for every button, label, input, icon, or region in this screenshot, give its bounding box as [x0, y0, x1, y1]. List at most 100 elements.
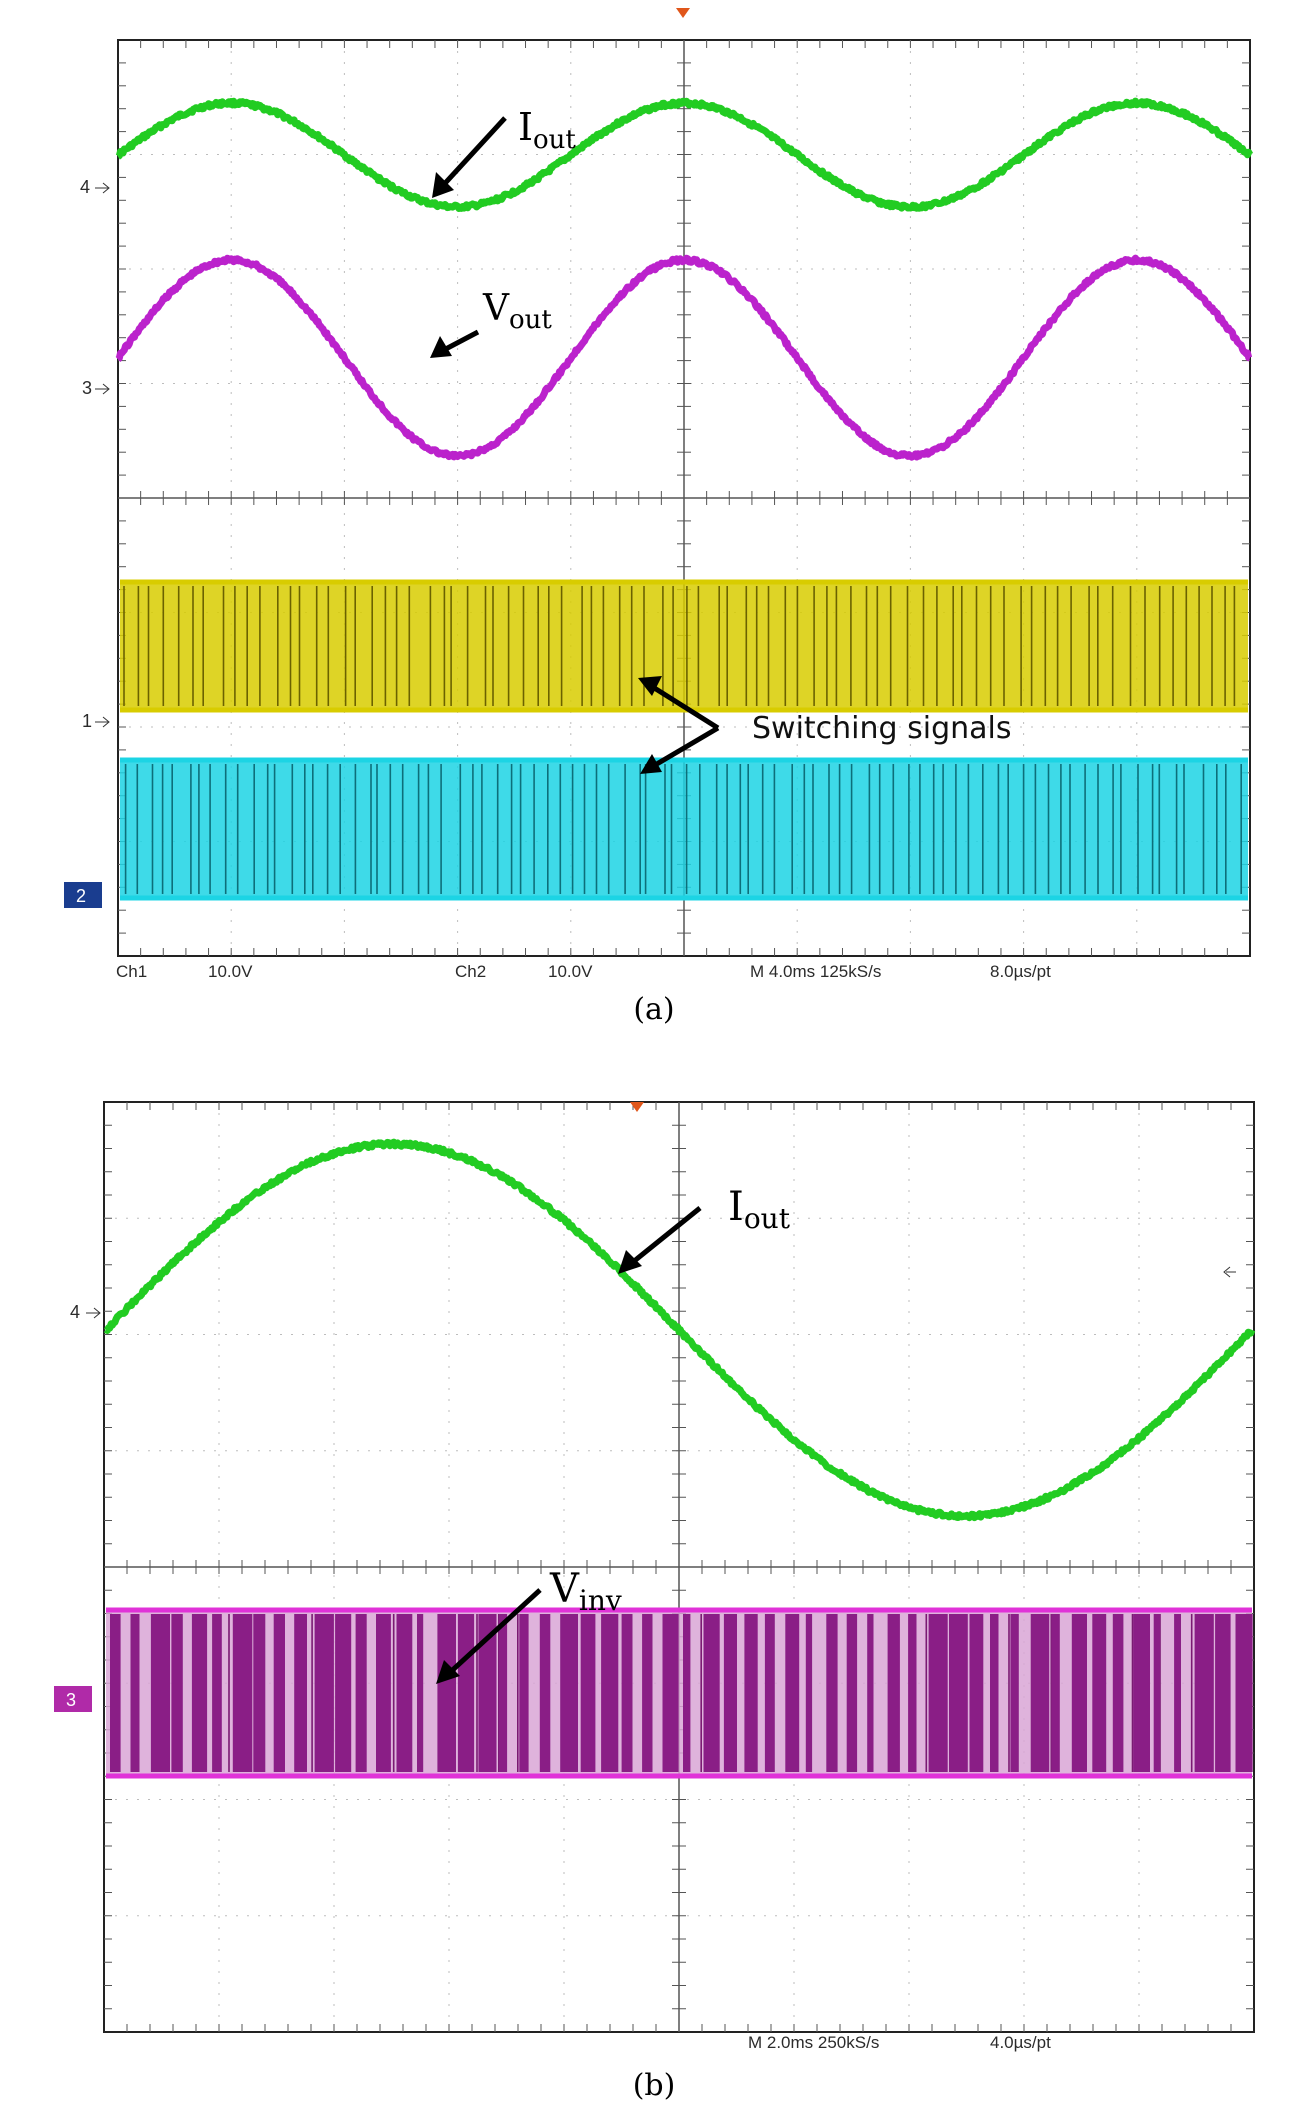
trigger-position-icon-b [630, 1102, 644, 1112]
vinv-pulse [519, 1614, 529, 1772]
resolution-a: 8.0µs/pt [990, 962, 1051, 981]
marker-4-b-arrow [86, 1307, 101, 1319]
timebase-a: M 4.0ms 125kS/s [750, 962, 881, 981]
vinv-pulse [723, 1614, 737, 1772]
timebase-b: M 2.0ms 250kS/s [748, 2033, 879, 2052]
vinv-pulse [908, 1614, 917, 1772]
sw-arrow-bottom-head [640, 754, 662, 774]
vinv-pulse [1153, 1614, 1161, 1772]
vinv-pulse [171, 1614, 183, 1772]
vinv-pulse [437, 1614, 456, 1772]
vinv-pulse [1051, 1614, 1060, 1772]
scope-a-svg: 4 3 1 2 Iout Vout Switching signals Ch1 … [64, 8, 1254, 981]
vout-trace-a [115, 254, 1253, 461]
vinv-pulse [887, 1614, 900, 1772]
marker-3-b-badge [54, 1686, 92, 1712]
marker-3-arrow [95, 383, 110, 395]
marker-4-b: 4 [70, 1302, 80, 1322]
vinv-arrow-head [436, 1660, 460, 1684]
iout-arrow-head-b [618, 1250, 642, 1274]
sw-arrow-top [646, 681, 720, 731]
sw-arrow-bottom [648, 725, 720, 771]
vinv-pulse [212, 1614, 222, 1772]
vinv-pulse [969, 1614, 984, 1772]
iout-arrow-a [435, 116, 507, 194]
vinv-pulse [764, 1614, 775, 1772]
marker-3-b: 3 [66, 1690, 76, 1710]
vout-label-a: Vout [482, 288, 552, 335]
vinv-label: Vinv [549, 1566, 622, 1617]
iout-trace-b [103, 1138, 1256, 1522]
scope-a-traces [115, 97, 1254, 901]
vinv-pulse [560, 1614, 578, 1772]
vinv-pulse [232, 1614, 253, 1772]
vinv-arrow [444, 1588, 542, 1678]
figure-a: 4 3 1 2 Iout Vout Switching signals Ch1 … [0, 0, 1308, 1040]
vinv-pulse [642, 1614, 653, 1772]
figure-b: 4 3 Iout Vinv M 2.0ms 250kS/s 4.0µs/pt (… [0, 1080, 1308, 2120]
vinv-pulse [294, 1614, 307, 1772]
vinv-pulse [1030, 1614, 1050, 1772]
iout-label-b: Iout [728, 1184, 791, 1235]
marker-1: 1 [82, 711, 92, 731]
vinv-pulse [928, 1614, 948, 1772]
vinv-pulse [1133, 1614, 1150, 1772]
ch1-scale: 10.0V [208, 962, 253, 981]
vinv-pulse [867, 1614, 874, 1772]
vinv-pulse [314, 1614, 334, 1772]
iout-label-a: Iout [518, 105, 576, 155]
trigger-position-icon [676, 8, 690, 18]
vinv-pulse [1071, 1614, 1087, 1772]
vinv-pulse [130, 1614, 140, 1772]
caption-b: (b) [632, 2068, 676, 2103]
vout-arrow-head-a [430, 336, 452, 358]
vinv-pulse [539, 1614, 551, 1772]
vinv-pulse [990, 1614, 999, 1772]
vinv-pulse [1174, 1614, 1181, 1772]
vinv-pulse [498, 1614, 508, 1772]
vinv-pulse [1215, 1614, 1231, 1772]
vinv-pulse [1194, 1614, 1214, 1772]
iout-trace-a [115, 97, 1254, 212]
vinv-pulse [785, 1614, 800, 1772]
vinv-pulse [396, 1614, 413, 1772]
vinv-pulse [805, 1614, 813, 1772]
caption-a: (a) [633, 992, 675, 1027]
vinv-pulse [478, 1614, 497, 1772]
sw-arrow-top-head [638, 676, 662, 696]
vinv-pulse [191, 1614, 208, 1772]
vinv-pulse [1235, 1614, 1253, 1772]
marker-2-arrow [102, 889, 113, 901]
ch2-label: Ch2 [455, 962, 486, 981]
right-marker-b [1223, 1266, 1236, 1278]
switching-signal-1-band [120, 582, 1248, 710]
vinv-pulse [580, 1614, 596, 1772]
vinv-pulse [150, 1614, 170, 1772]
vinv-pulse [417, 1614, 424, 1772]
resolution-b: 4.0µs/pt [990, 2033, 1051, 2052]
marker-3: 3 [82, 378, 92, 398]
switching-signals-label: Switching signals [752, 711, 1011, 746]
vinv-pulse [744, 1614, 758, 1772]
scope-b-svg: 4 3 Iout Vinv M 2.0ms 250kS/s 4.0µs/pt [54, 1101, 1256, 2052]
vinv-pulse [253, 1614, 266, 1772]
marker-2: 2 [76, 886, 86, 906]
vinv-pulse [846, 1614, 858, 1772]
marker-1-arrow [95, 716, 110, 728]
vinv-pulse [1112, 1614, 1124, 1772]
scope-b-traces [103, 1138, 1256, 1779]
vinv-pulse [826, 1614, 838, 1772]
ch1-label: Ch1 [116, 962, 147, 981]
iout-arrow-b [626, 1206, 702, 1268]
vinv-pulse [457, 1614, 475, 1772]
vinv-pulse [601, 1614, 619, 1772]
vinv-pulse [273, 1614, 285, 1772]
iout-arrow-head-a [432, 172, 454, 198]
vinv-pulse [703, 1614, 720, 1772]
vinv-pulse [335, 1614, 352, 1772]
marker-2-badge [64, 882, 102, 908]
vinv-pulse [949, 1614, 968, 1772]
switching-signal-2-band [120, 760, 1248, 898]
vinv-pulse [376, 1614, 391, 1772]
vinv-pulse [1092, 1614, 1107, 1772]
